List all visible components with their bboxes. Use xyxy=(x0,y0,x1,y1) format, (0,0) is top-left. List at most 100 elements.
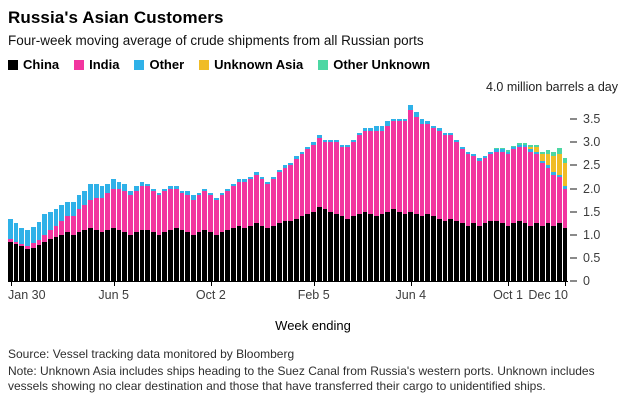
bar xyxy=(110,179,116,281)
bar-segment-india xyxy=(368,130,373,214)
bar-segment-china xyxy=(374,216,379,281)
bar-segment-india xyxy=(13,241,19,244)
bar-segment-other xyxy=(168,186,173,189)
bar-segment-india xyxy=(53,225,59,238)
bar-segment-other xyxy=(88,183,93,201)
bar-segment-china xyxy=(122,232,128,281)
bar-segment-other xyxy=(356,133,362,136)
bar xyxy=(465,151,471,281)
bar-segment-other xyxy=(436,128,442,131)
bar-segment-india xyxy=(316,137,322,207)
bar-segment-other xyxy=(557,174,562,177)
bar xyxy=(299,151,305,281)
bar xyxy=(253,172,259,281)
legend-item-china: China xyxy=(8,57,59,72)
bar-segment-china xyxy=(82,230,88,281)
bar-segment-india xyxy=(271,179,276,226)
bar-segment-other xyxy=(522,144,528,147)
bar-segment-india xyxy=(299,153,305,217)
bar xyxy=(385,121,391,281)
bar-segment-china xyxy=(551,225,556,281)
legend-item-unknown-asia: Unknown Asia xyxy=(199,57,303,72)
bar-segment-china xyxy=(128,234,133,281)
bar-segment-other xyxy=(276,170,282,173)
bar-segment-india xyxy=(65,216,70,233)
bar xyxy=(362,128,368,281)
bar-segment-china xyxy=(557,223,562,281)
y-axis: 3.5 3.0 2.5 2.0 1.5 1.0 0.5 0 xyxy=(568,96,618,288)
bar-segment-india xyxy=(465,153,471,226)
y-tick-label: 2.0 xyxy=(570,182,600,196)
chart-title: Russia's Asian Customers xyxy=(8,8,224,27)
bar-segment-india xyxy=(179,193,185,231)
bar-segment-other xyxy=(231,183,236,187)
bar-segment-other xyxy=(379,126,385,131)
y-tick-mark-icon xyxy=(570,210,577,213)
bar xyxy=(545,150,551,281)
bar xyxy=(202,188,208,281)
bar-segment-other xyxy=(425,121,431,124)
bar-segment-china xyxy=(93,230,99,281)
bar-segment-india xyxy=(534,153,539,224)
bar-segment-other-unknown xyxy=(539,151,545,154)
bar xyxy=(19,227,25,281)
bar-segment-india xyxy=(162,190,168,233)
bar-segment-other xyxy=(76,195,82,210)
chart-subtitle: Four-week moving average of crude shipme… xyxy=(8,33,424,48)
x-tick-mark-icon xyxy=(10,282,12,286)
bar-segment-india xyxy=(265,183,271,228)
bar-segment-china xyxy=(391,209,396,281)
bar xyxy=(454,140,459,281)
bar-segment-other xyxy=(476,158,482,161)
x-tick-label: Feb 5 xyxy=(297,288,330,302)
bar-segment-china xyxy=(208,232,213,281)
bar-segment-other xyxy=(42,214,48,235)
bar-segment-china xyxy=(253,223,259,281)
bar xyxy=(82,190,88,281)
bar-segment-other xyxy=(265,181,271,184)
bar-segment-china xyxy=(8,241,13,281)
bar-segment-india xyxy=(133,190,139,233)
bar-segment-china xyxy=(442,220,448,281)
bar xyxy=(436,128,442,281)
bar-segment-india xyxy=(36,240,42,245)
bar-segment-unknown-asia xyxy=(562,163,568,187)
bar-segment-china xyxy=(351,216,356,281)
y-tick-mark-icon xyxy=(570,256,577,259)
bar-segment-other xyxy=(271,176,276,180)
bar-segment-other xyxy=(396,119,402,122)
y-axis-unit-label: 4.0 million barrels a day xyxy=(485,80,618,94)
bar-segment-china xyxy=(13,244,19,281)
y-tick-mark-icon xyxy=(570,280,577,282)
bar-segment-other xyxy=(488,151,494,154)
bar xyxy=(219,193,225,281)
bar-segment-other xyxy=(482,156,488,159)
bar-segment-other xyxy=(545,165,551,168)
x-tick-label: Oct 2 xyxy=(195,288,226,302)
bar-segment-india xyxy=(362,130,368,212)
bar-segment-china xyxy=(362,211,368,281)
bar xyxy=(139,181,145,281)
bar-segment-other xyxy=(293,156,299,159)
bar-segment-other-unknown xyxy=(528,144,534,147)
bar-segment-india xyxy=(173,188,179,228)
bar-segment-india xyxy=(248,179,253,226)
bar-segment-india xyxy=(351,142,356,217)
bar-segment-india xyxy=(511,149,516,224)
bar-segment-other xyxy=(248,176,253,180)
bar-segment-china xyxy=(25,248,30,281)
bar-segment-other xyxy=(471,153,476,157)
bar-segment-other xyxy=(454,140,459,143)
bar-segment-other-unknown xyxy=(511,145,516,147)
bar-segment-china xyxy=(402,213,408,281)
bar-segment-india xyxy=(505,153,511,226)
bar-segment-india xyxy=(30,243,36,248)
bar-segment-china xyxy=(534,223,539,281)
plot-area xyxy=(8,96,568,286)
bar-segment-china xyxy=(419,216,425,281)
bar xyxy=(168,186,173,281)
bar-segment-india xyxy=(93,197,99,231)
bar-segment-china xyxy=(505,225,511,281)
bar-segment-china xyxy=(339,216,345,281)
